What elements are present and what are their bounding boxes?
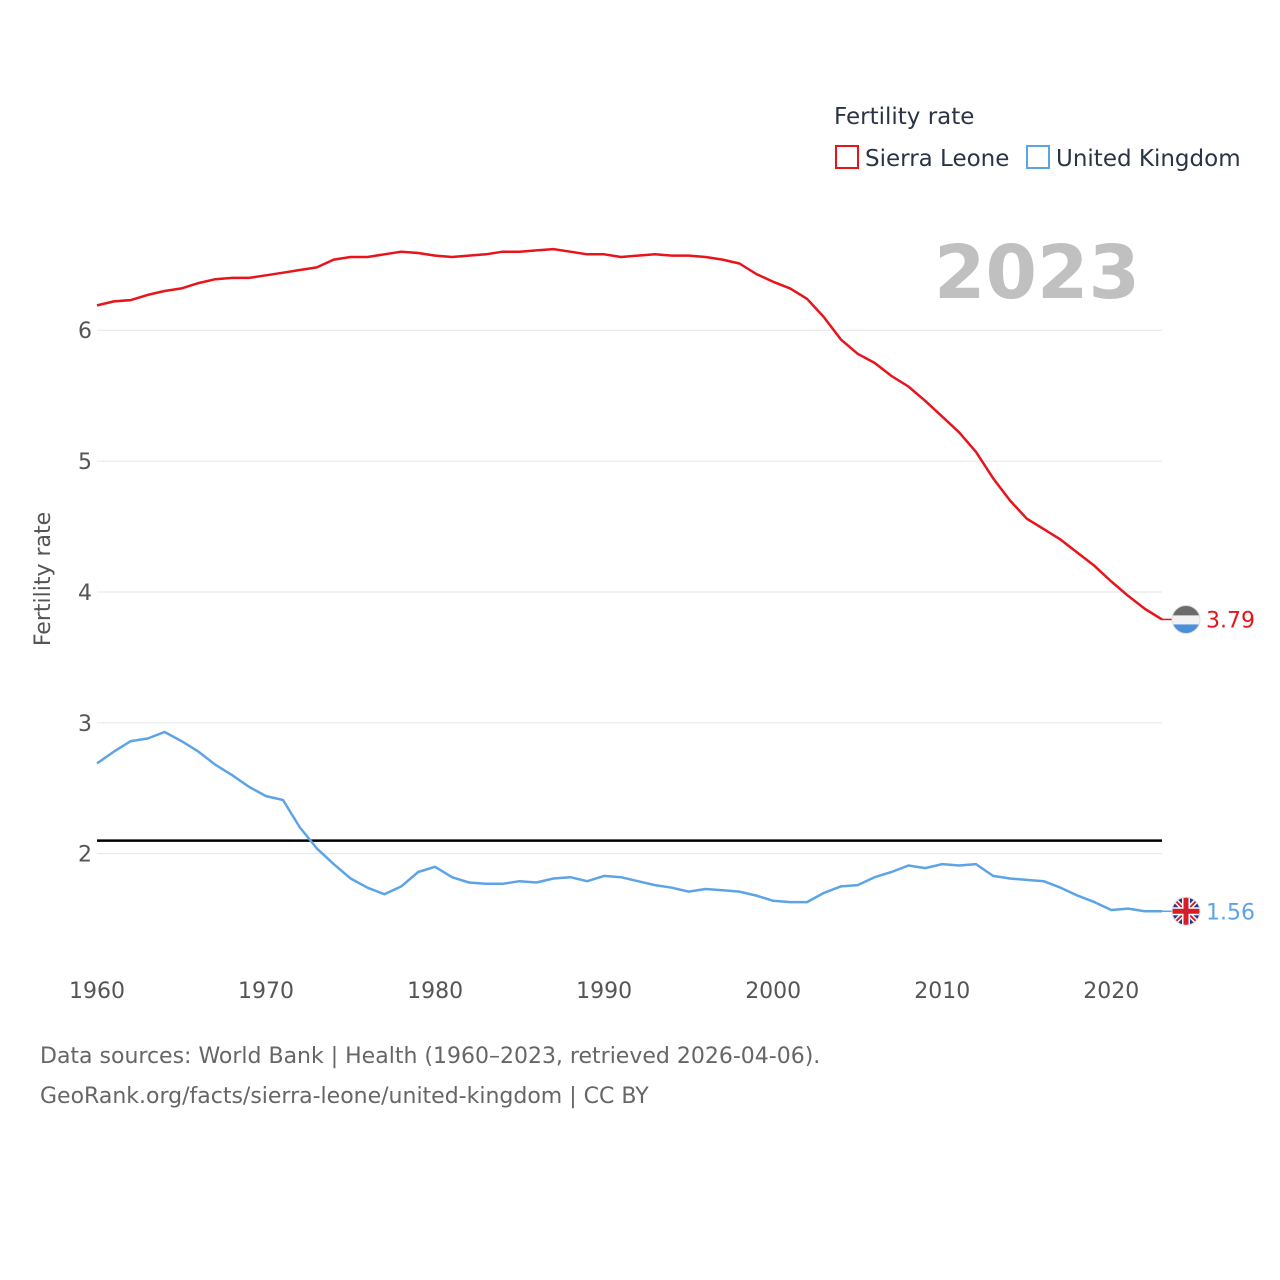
gridlines bbox=[97, 329, 1162, 855]
y-tick-label-4: 4 bbox=[78, 581, 92, 606]
legend-item-sierra-leone[interactable]: Sierra Leone bbox=[835, 145, 1009, 172]
x-tick-label-1970: 1970 bbox=[238, 979, 294, 1004]
legend-label-sierra-leone: Sierra Leone bbox=[865, 146, 1009, 172]
y-tick-label-6: 6 bbox=[78, 319, 92, 344]
y-tick-label-5: 5 bbox=[78, 450, 92, 475]
y-tick-label-2: 2 bbox=[78, 843, 92, 868]
legend-item-united-kingdom[interactable]: United Kingdom bbox=[1026, 145, 1241, 172]
legend-swatch-sierra-leone bbox=[835, 145, 859, 169]
series-line-sierra-leone bbox=[96, 247, 1163, 621]
y-tick-label-3: 3 bbox=[78, 712, 92, 737]
x-tick-label-1960: 1960 bbox=[69, 979, 125, 1004]
x-tick-label-2000: 2000 bbox=[745, 979, 801, 1004]
legend-label-united-kingdom: United Kingdom bbox=[1056, 146, 1241, 172]
united-kingdom-flag-icon bbox=[1171, 896, 1201, 926]
y-axis-title: Fertility rate bbox=[31, 512, 56, 646]
sierra-leone-flag-icon bbox=[1171, 604, 1201, 634]
x-axis-ticks: 1960 1970 1980 1990 2000 2010 2020 bbox=[69, 979, 1139, 1004]
source-line-2[interactable]: GeoRank.org/facts/sierra-leone/united-ki… bbox=[40, 1084, 649, 1109]
end-value-label-united-kingdom: 1.56 bbox=[1206, 900, 1255, 925]
source-line-1: Data sources: World Bank | Health (1960–… bbox=[40, 1044, 821, 1069]
series-lines bbox=[96, 247, 1163, 913]
legend: Fertility rate Sierra Leone United Kingd… bbox=[834, 104, 1241, 172]
legend-title: Fertility rate bbox=[834, 104, 974, 130]
x-tick-label-2020: 2020 bbox=[1083, 979, 1139, 1004]
current-year-label: 2023 bbox=[934, 230, 1140, 316]
line-chart: 2 3 4 5 6 1960 1970 1980 1990 2000 2010 2020 3.79 1… bbox=[31, 104, 1255, 1004]
end-value-label-sierra-leone: 3.79 bbox=[1206, 608, 1255, 633]
legend-swatch-united-kingdom bbox=[1026, 145, 1050, 169]
x-tick-label-2010: 2010 bbox=[914, 979, 970, 1004]
x-tick-label-1980: 1980 bbox=[407, 979, 463, 1004]
series-line-united-kingdom bbox=[96, 730, 1162, 913]
y-axis-ticks: 2 3 4 5 6 bbox=[78, 319, 92, 867]
series-end-markers: 3.79 1.56 bbox=[1162, 604, 1255, 926]
x-tick-label-1990: 1990 bbox=[576, 979, 632, 1004]
